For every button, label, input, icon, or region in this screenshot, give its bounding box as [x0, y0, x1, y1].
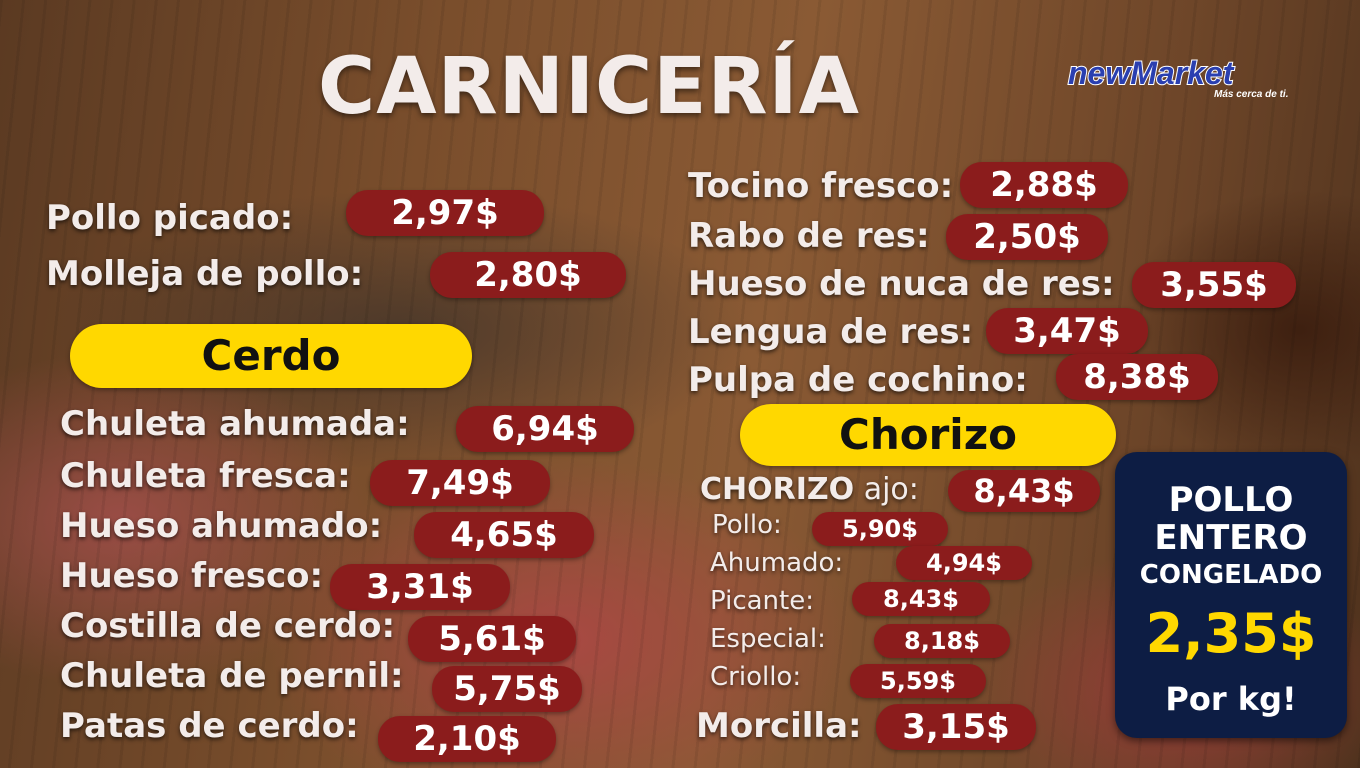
item-label: Costilla de cerdo: [60, 606, 396, 646]
item-label: Hueso ahumado: [60, 506, 383, 546]
item-label: Pulpa de cochino: [688, 360, 1028, 400]
item-label-rest: ajo: [854, 472, 919, 507]
item-label: Chuleta fresca: [60, 456, 351, 496]
brand-tagline: Más cerca de ti. [1214, 89, 1289, 100]
item-label: Ahumado: [710, 548, 844, 578]
item-label: Criollo: [710, 662, 802, 692]
price-badge: 2,80$ [430, 252, 626, 298]
price-badge: 2,10$ [378, 716, 556, 762]
item-label: Morcilla: [696, 706, 862, 746]
section-header-chorizo: Chorizo [740, 404, 1116, 466]
price-badge: 5,75$ [432, 666, 582, 712]
price-badge: 2,97$ [346, 190, 544, 236]
price-badge: 5,59$ [850, 664, 986, 698]
section-header-cerdo: Cerdo [70, 324, 472, 388]
price-badge: 2,88$ [960, 162, 1128, 208]
promo-box: POLLO ENTERO CONGELADO 2,35$ Por kg! [1115, 452, 1347, 738]
price-badge: 8,38$ [1056, 354, 1218, 400]
item-label: Picante: [710, 586, 814, 616]
item-label-bold: CHORIZO [700, 472, 855, 507]
price-badge: 4,65$ [414, 512, 594, 558]
brand-name: newMarket [1067, 54, 1234, 92]
item-label: Tocino fresco: [688, 166, 954, 206]
price-badge: 3,47$ [986, 308, 1148, 354]
page-title: CARNICERÍA [318, 42, 860, 132]
item-label: Hueso fresco: [60, 556, 324, 596]
price-badge: 5,61$ [408, 616, 576, 662]
item-label: Pollo: [712, 510, 782, 540]
promo-line-1: POLLO [1168, 480, 1294, 520]
promo-line-2: ENTERO [1154, 518, 1308, 558]
item-label: Molleja de pollo: [46, 254, 364, 294]
promo-line-3: CONGELADO [1139, 560, 1323, 590]
item-label: Especial: [710, 624, 826, 654]
price-badge: 2,50$ [946, 214, 1108, 260]
price-badge: 3,31$ [330, 564, 510, 610]
item-label: CHORIZO ajo: [700, 472, 919, 507]
price-badge: 3,55$ [1132, 262, 1296, 308]
item-label: Pollo picado: [46, 198, 294, 238]
price-badge: 8,43$ [852, 582, 990, 616]
price-badge: 6,94$ [456, 406, 634, 452]
price-badge: 5,90$ [812, 512, 948, 546]
price-badge: 3,15$ [876, 704, 1036, 750]
item-label: Rabo de res: [688, 216, 930, 256]
promo-price: 2,35$ [1145, 602, 1317, 665]
item-label: Patas de cerdo: [60, 706, 359, 746]
price-badge: 7,49$ [370, 460, 550, 506]
item-label: Chuleta de pernil: [60, 656, 404, 696]
item-label: Lengua de res: [688, 312, 974, 352]
price-badge: 8,18$ [874, 624, 1010, 658]
promo-unit: Por kg! [1165, 680, 1297, 718]
item-label: Hueso de nuca de res: [688, 264, 1115, 304]
price-badge: 8,43$ [948, 470, 1100, 512]
item-label: Chuleta ahumada: [60, 404, 410, 444]
price-badge: 4,94$ [896, 546, 1032, 580]
brand-logo: newMarket Más cerca de ti. [1067, 54, 1313, 110]
